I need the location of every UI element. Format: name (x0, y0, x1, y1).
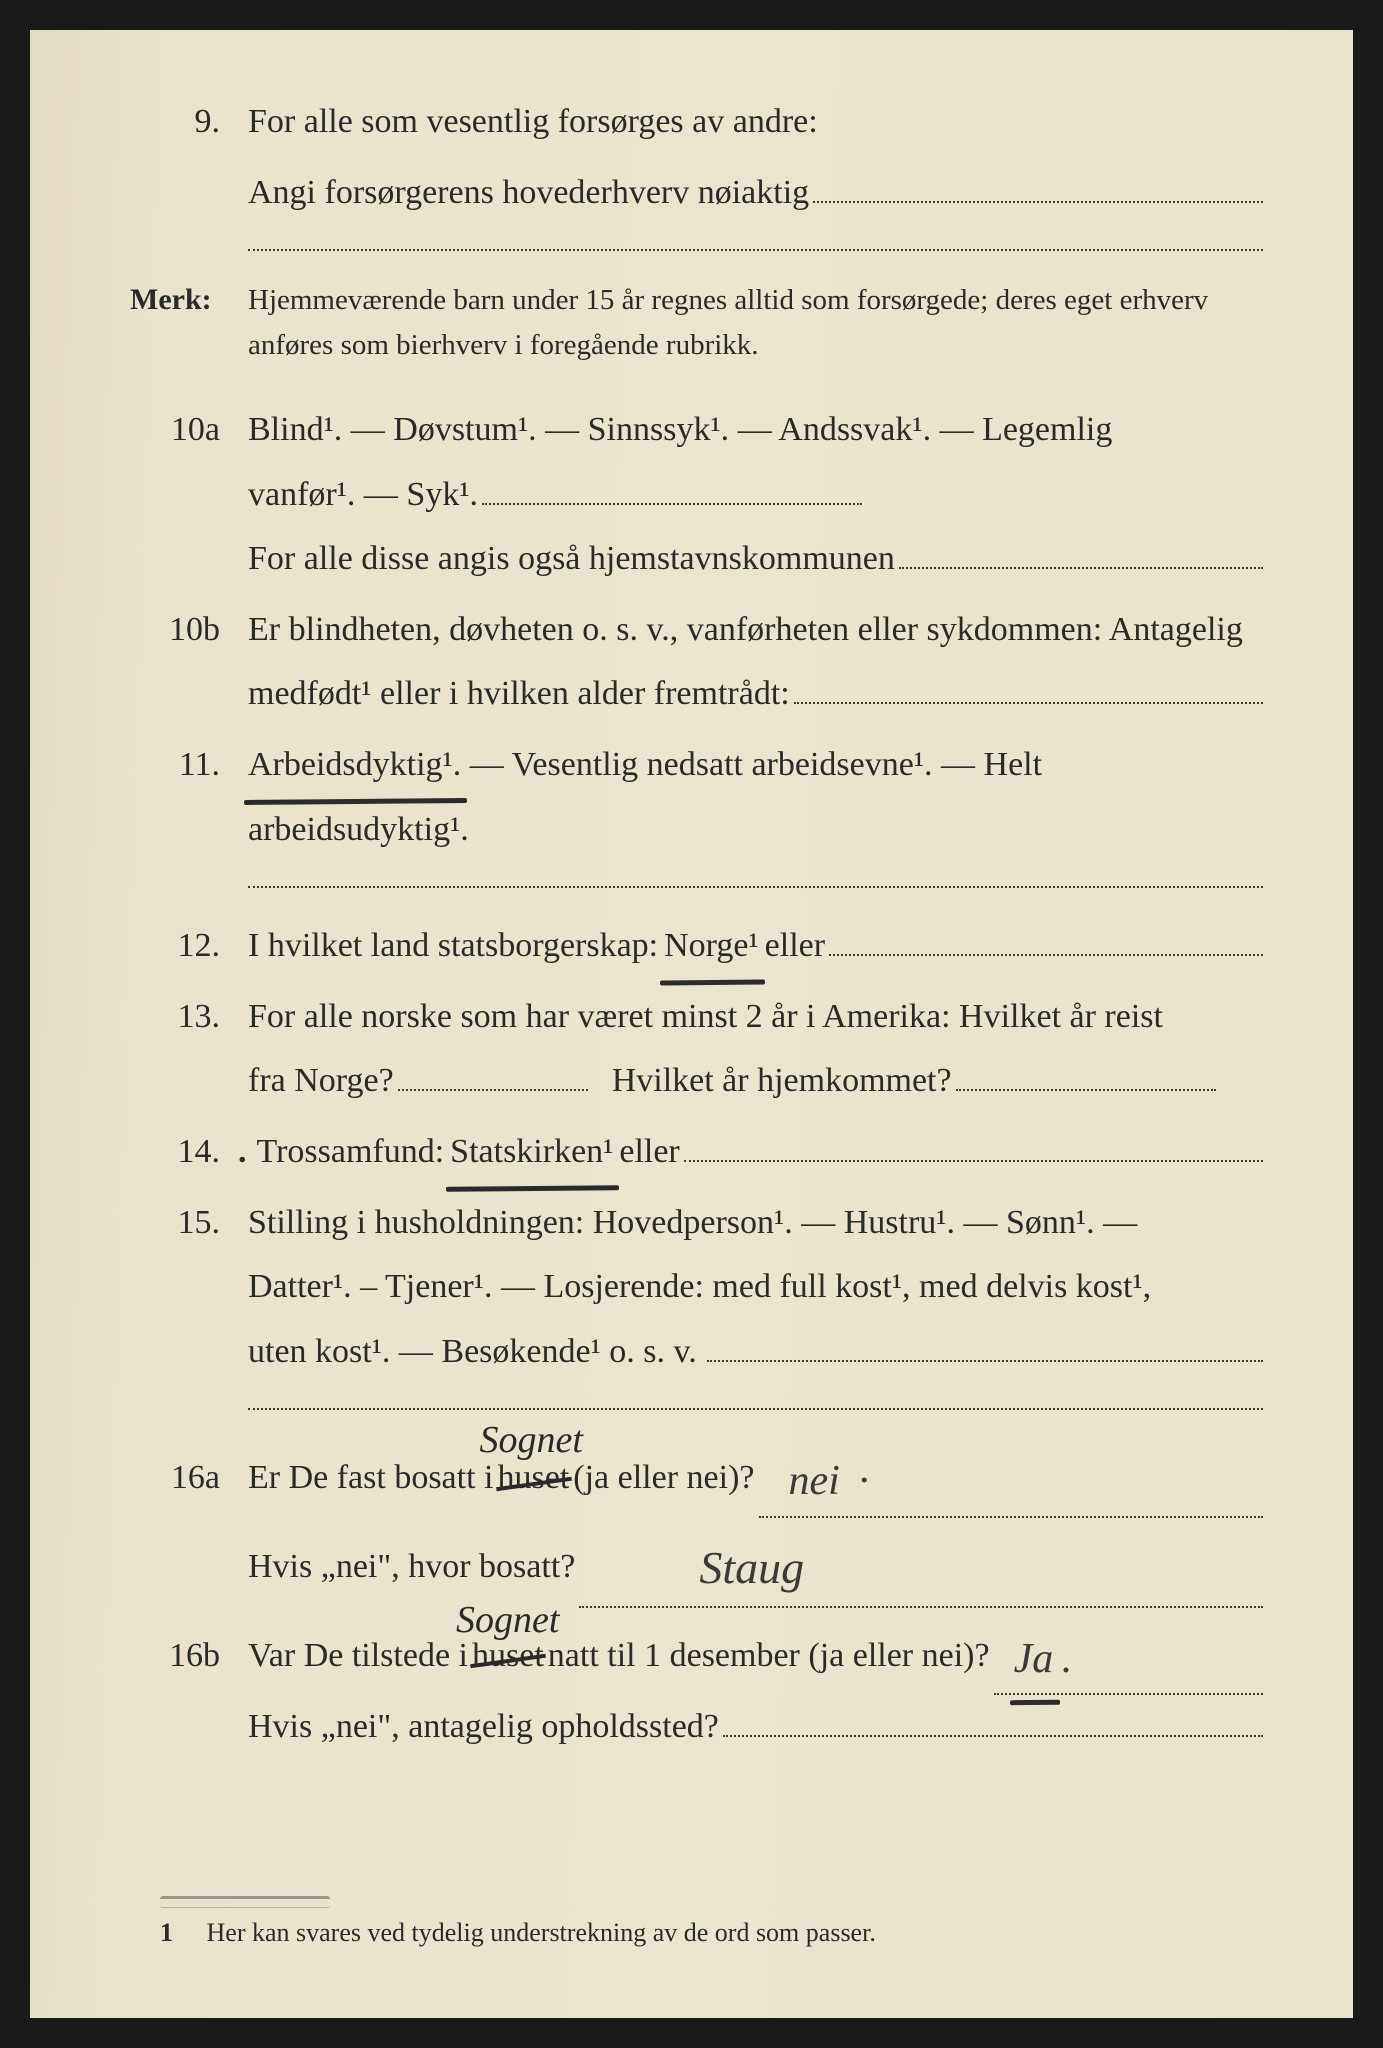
footnote: 1 Her kan svares ved tydelig understrekn… (160, 1896, 1263, 1948)
q13-fill2[interactable] (956, 1089, 1216, 1091)
question-15: 15. Stilling i husholdningen: Hovedperso… (130, 1191, 1263, 1385)
question-14: 14. . Trossamfund: Statskirken¹ eller (130, 1120, 1263, 1185)
q13-l2b: Hvilket år hjemkommet? (612, 1049, 952, 1114)
q11-number: 11. (130, 733, 248, 798)
q12-a: I hvilket land statsborgerskap: (248, 914, 658, 979)
q15-line3-text: uten kost¹. — Besøkende¹ o. s. v. (248, 1320, 697, 1385)
q16b-body: Var De tilstede i Sognet huset natt til … (248, 1614, 1263, 1760)
q15-number: 15. (130, 1191, 248, 1256)
q9-line1: For alle som vesentlig forsørges av andr… (248, 90, 1263, 155)
q9-fill[interactable] (813, 201, 1263, 203)
footnote-text: Her kan svares ved tydelig understreknin… (207, 1918, 876, 1947)
q10a-body: Blind¹. — Døvstum¹. — Sinnssyk¹. — Andss… (248, 398, 1263, 592)
divider-after-15 (248, 1408, 1263, 1410)
q16b-fill2[interactable] (723, 1735, 1263, 1737)
q12-norge-underlined: Norge¹ (664, 914, 759, 979)
question-9: 9. For alle som vesentlig forsørges av a… (130, 90, 1263, 225)
divider-after-9 (248, 249, 1263, 251)
q11-body: Arbeidsdyktig¹. — Vesentlig nedsatt arbe… (248, 733, 1263, 862)
q16a-answer2: Staug (699, 1542, 804, 1593)
question-12: 12. I hvilket land statsborgerskap: Norg… (130, 914, 1263, 979)
q16a-struck-text: huset (498, 1459, 570, 1496)
question-10a: 10a Blind¹. — Døvstum¹. — Sinnssyk¹. — A… (130, 398, 1263, 592)
q16b-answer: Ja (1014, 1620, 1054, 1700)
q12-fill[interactable] (829, 954, 1263, 956)
q10a-options-1: Blind¹. — Døvstum¹. — Sinnssyk¹. — Andss… (248, 398, 1263, 463)
q9-line2: Angi forsørgerens hovederhverv nøiaktig (248, 161, 1263, 226)
q16a-fill2[interactable]: Staug (579, 1518, 1263, 1607)
q12-body: I hvilket land statsborgerskap: Norge¹ e… (248, 914, 1263, 979)
q16b-b: natt til 1 desember (ja eller nei)? (548, 1624, 990, 1689)
q10a-line3-text: For alle disse angis også hjemstavnskomm… (248, 527, 895, 592)
q16a-line2: Hvis „nei", hvor bosatt? Staug (248, 1518, 1263, 1607)
q14-statskirken-underlined: Statskirken¹ (450, 1120, 613, 1185)
question-16a: 16a Er De fast bosatt i Sognet huset (ja… (130, 1436, 1263, 1607)
merk-label: Merk: (130, 277, 248, 324)
q12-b: eller (765, 914, 825, 979)
q16b-struck: huset (472, 1624, 544, 1689)
q13-l2a: fra Norge? (248, 1049, 394, 1114)
q10b-line1: Er blindheten, døvheten o. s. v., vanfør… (248, 598, 1263, 663)
q10b-body: Er blindheten, døvheten o. s. v., vanfør… (248, 598, 1263, 727)
census-form-page: 9. For alle som vesentlig forsørges av a… (0, 0, 1383, 2048)
q13-number: 13. (130, 985, 248, 1050)
q9-body: For alle som vesentlig forsørges av andr… (248, 90, 1263, 225)
q10a-number: 10a (130, 398, 248, 463)
q13-line1: For alle norske som har været minst 2 år… (248, 985, 1263, 1050)
q16b-l2: Hvis „nei", antagelig opholdssted? (248, 1695, 719, 1760)
q16b-struck-text: huset (472, 1637, 544, 1674)
q16b-fill1[interactable]: Ja . (994, 1614, 1263, 1696)
q15-line2: Datter¹. – Tjener¹. — Losjerende: med fu… (248, 1255, 1263, 1320)
q16b-line2: Hvis „nei", antagelig opholdssted? (248, 1695, 1263, 1760)
q10a-fill2[interactable] (899, 567, 1263, 569)
q16b-line1: Var De tilstede i Sognet huset natt til … (248, 1614, 1263, 1696)
q16a-line1: Er De fast bosatt i Sognet huset (ja ell… (248, 1436, 1263, 1518)
question-13: 13. For alle norske som har været minst … (130, 985, 1263, 1114)
question-10b: 10b Er blindheten, døvheten o. s. v., va… (130, 598, 1263, 727)
merk-text: Hjemmeværende barn under 15 år regnes al… (248, 278, 1263, 368)
footnote-num: 1 (160, 1918, 200, 1948)
q10a-opt2a: vanfør¹. — Syk¹. (248, 463, 478, 528)
q16b-number: 16b (130, 1624, 248, 1689)
q12-number: 12. (130, 914, 248, 979)
q14-b: eller (619, 1120, 679, 1185)
q10a-options-2: vanfør¹. — Syk¹. (248, 463, 1263, 528)
q10b-line2-text: medfødt¹ eller i hvilken alder fremtrådt… (248, 662, 790, 727)
q14-a: Trossamfund: (257, 1120, 445, 1185)
q15-line3: uten kost¹. — Besøkende¹ o. s. v. (248, 1320, 1263, 1385)
q16a-number: 16a (130, 1446, 248, 1511)
q10b-line2: medfødt¹ eller i hvilken alder fremtrådt… (248, 662, 1263, 727)
q13-body: For alle norske som har været minst 2 år… (248, 985, 1263, 1114)
footnote-rule (160, 1896, 330, 1908)
question-11: 11. Arbeidsdyktig¹. — Vesentlig nedsatt … (130, 733, 1263, 862)
q16b-a: Var De tilstede i (248, 1624, 468, 1689)
q16a-b: (ja eller nei)? (573, 1446, 754, 1511)
q10b-number: 10b (130, 598, 248, 663)
q15-fill[interactable] (707, 1360, 1263, 1362)
q16a-body: Er De fast bosatt i Sognet huset (ja ell… (248, 1436, 1263, 1607)
q9-number: 9. (130, 90, 248, 155)
q16a-struck: huset (498, 1446, 570, 1511)
divider-after-11 (248, 886, 1263, 888)
q16a-answer: nei (789, 1458, 840, 1504)
q16a-fill1[interactable]: nei · (759, 1436, 1264, 1518)
q13-line2: fra Norge? Hvilket år hjemkommet? (248, 1049, 1263, 1114)
q14-body: . Trossamfund: Statskirken¹ eller (248, 1120, 1263, 1185)
q13-fill1[interactable] (398, 1089, 588, 1091)
q16a-a: Er De fast bosatt i (248, 1446, 494, 1511)
q9-line2-label: Angi forsørgerens hovederhverv nøiaktig (248, 161, 809, 226)
q15-body: Stilling i husholdningen: Hovedperson¹. … (248, 1191, 1263, 1385)
q10a-line3: For alle disse angis også hjemstavnskomm… (248, 527, 1263, 592)
merk-note: Merk: Hjemmeværende barn under 15 år reg… (130, 277, 1263, 368)
q11-opt1-underlined: Arbeidsdyktig¹. (248, 733, 461, 798)
q14-number: 14. (130, 1120, 248, 1185)
q10a-fill1[interactable] (482, 503, 862, 505)
q15-line1: Stilling i husholdningen: Hovedperson¹. … (248, 1191, 1263, 1256)
q10b-fill[interactable] (794, 702, 1263, 704)
question-16b: 16b Var De tilstede i Sognet huset natt … (130, 1614, 1263, 1760)
q14-fill[interactable] (684, 1160, 1263, 1162)
